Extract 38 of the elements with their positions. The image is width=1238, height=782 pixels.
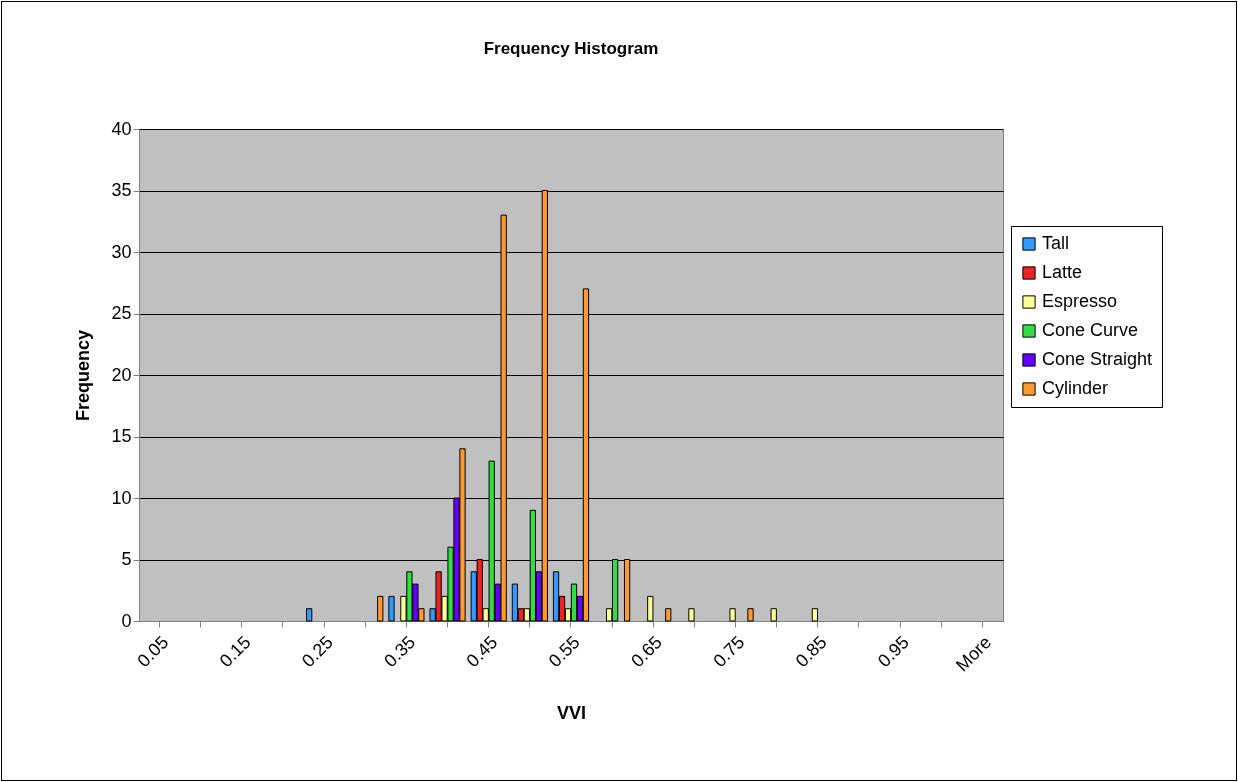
legend-label: Cone Straight	[1042, 349, 1153, 369]
x-tick-label: 0.65	[627, 632, 667, 672]
bar	[377, 595, 384, 622]
bar	[388, 595, 395, 622]
bar	[811, 608, 818, 622]
x-tick-label: 0.35	[380, 632, 420, 672]
y-tick-label: 25	[111, 303, 132, 323]
y-tick-label: 35	[111, 180, 132, 200]
y-tick-label: 40	[111, 118, 132, 139]
x-tick-label: 0.85	[791, 632, 831, 672]
chart-title: Frequency Histogram	[483, 39, 659, 58]
bar	[647, 595, 654, 622]
y-tick-label: 30	[111, 241, 132, 262]
x-tick-label: 0.55	[544, 632, 584, 672]
legend-label: Cylinder	[1042, 378, 1109, 398]
x-tick-label: 0.45	[462, 632, 502, 672]
legend-label: Espresso	[1042, 291, 1118, 311]
legend-label: Latte	[1042, 262, 1083, 282]
y-tick-label: 0	[121, 610, 132, 631]
y-tick-label: 20	[111, 364, 132, 385]
x-axis-title: VVI	[556, 703, 587, 724]
x-tick-label: 0.75	[709, 632, 749, 672]
legend-label: Cone Curve	[1042, 320, 1139, 340]
x-tick-label: 0.05	[133, 632, 173, 672]
y-axis-title: Frequency	[73, 329, 94, 422]
legend-label: Tall	[1042, 233, 1070, 253]
bar	[665, 608, 672, 622]
y-tick-label: 10	[111, 487, 132, 508]
y-tick-label: 5	[121, 549, 132, 569]
bar	[688, 608, 695, 622]
bar	[747, 608, 754, 622]
x-tick-label: 0.95	[873, 632, 913, 672]
y-tick-label: 15	[111, 426, 132, 446]
x-tick-label: 0.25	[297, 632, 337, 672]
x-tick-label: 0.15	[215, 632, 255, 672]
bar	[770, 608, 777, 622]
bar	[306, 608, 313, 622]
bar	[729, 608, 736, 622]
